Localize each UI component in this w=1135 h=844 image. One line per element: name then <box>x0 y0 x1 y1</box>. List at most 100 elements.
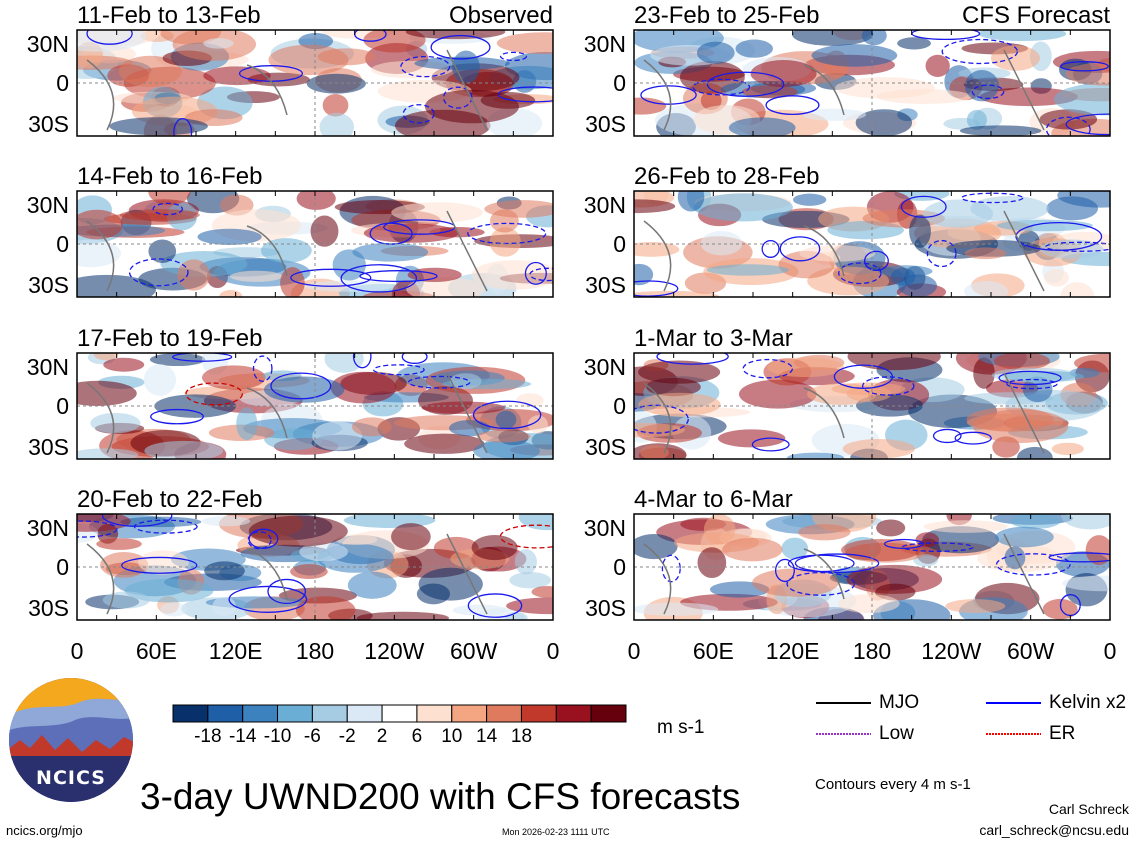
anomaly-shading <box>148 239 177 263</box>
lon-label: 120W <box>364 638 425 664</box>
anomaly-shading <box>421 401 506 415</box>
colorbar-swatch <box>242 704 279 723</box>
anomaly-shading <box>728 117 796 136</box>
anomaly-shading <box>855 109 913 136</box>
anomaly-shading <box>766 357 844 378</box>
anomaly-shading <box>296 191 336 210</box>
anomaly-shading <box>1016 446 1053 459</box>
contour-line <box>128 258 189 287</box>
legend-label: Low <box>879 723 914 744</box>
anomaly-shading <box>93 353 119 361</box>
anomaly-shading <box>406 277 485 297</box>
anomaly-shading <box>811 44 898 67</box>
contour-line <box>402 104 435 124</box>
colorbar-swatch <box>207 704 244 723</box>
panels-layer <box>76 29 1111 621</box>
legend <box>816 702 1041 735</box>
anomaly-shading <box>735 39 773 58</box>
anomaly-shading <box>527 415 548 434</box>
anomaly-shading <box>290 564 328 580</box>
anomaly-shading <box>973 357 995 389</box>
anomaly-shading <box>471 535 518 561</box>
anomaly-shading <box>640 444 669 459</box>
anomaly-shading <box>925 54 950 77</box>
colorbar-tick: -10 <box>263 726 292 747</box>
anomaly-shading <box>876 89 972 104</box>
logo-text: NCICS <box>36 767 106 789</box>
legend-label: Kelvin x2 <box>1049 692 1127 713</box>
lat-label: 0 <box>613 554 626 580</box>
anomaly-shading <box>738 379 817 409</box>
footer-url[interactable]: ncics.org/mjo <box>6 823 83 838</box>
anomaly-shading <box>219 290 243 297</box>
anomaly-shading <box>634 602 719 616</box>
lon-label: 60E <box>135 638 177 664</box>
contour-line <box>150 408 204 425</box>
contour-line <box>751 437 790 452</box>
contour-line <box>900 195 947 218</box>
anomaly-shading <box>799 245 876 262</box>
anomaly-shading <box>1046 196 1099 221</box>
panel-title: 4-Mar to 6-Mar <box>634 486 793 513</box>
anomaly-shading <box>634 423 685 438</box>
map-panel <box>633 352 1111 460</box>
contour-line <box>786 571 855 596</box>
panel-title: 20-Feb to 22-Feb <box>77 486 263 513</box>
lat-label: 30S <box>585 595 626 621</box>
anomaly-shading <box>945 599 1006 614</box>
lat-label: 30S <box>28 434 69 460</box>
anomaly-shading <box>1039 109 1098 130</box>
contour-line <box>152 202 183 216</box>
legend-label: MJO <box>879 692 920 713</box>
map-panel <box>633 190 1111 298</box>
ncics-logo: NCICS <box>9 678 133 802</box>
colorbar-swatch <box>520 704 557 723</box>
anomaly-shading <box>876 519 906 537</box>
panel-tag: CFS Forecast <box>961 2 1110 29</box>
anomaly-shading <box>143 364 177 396</box>
anomaly-shading <box>197 228 262 246</box>
colorbar-tick: 10 <box>441 726 463 747</box>
anomaly-shading <box>405 30 506 40</box>
anomaly-shading <box>1054 83 1110 116</box>
anomaly-shading <box>335 534 378 545</box>
anomaly-shading <box>923 199 994 228</box>
map-panel <box>76 190 554 298</box>
contour-line <box>883 538 924 549</box>
lon-label: 120W <box>921 638 982 664</box>
contour-line <box>765 95 820 116</box>
colorbar-swatch <box>486 704 522 723</box>
contour-line <box>400 55 451 78</box>
contour-line <box>467 593 523 618</box>
anomaly-shading <box>923 520 1008 533</box>
anomaly-shading <box>202 516 251 527</box>
anomaly-shading <box>490 209 519 233</box>
anomaly-shading <box>959 125 1042 136</box>
lon-label: 0 <box>546 638 560 664</box>
contour-line <box>774 558 795 583</box>
anomaly-shading <box>452 604 508 616</box>
lat-label: 30N <box>26 31 69 57</box>
footer-email[interactable]: carl_schreck@ncsu.edu <box>979 822 1129 838</box>
anomaly-shading <box>299 542 349 562</box>
anomaly-shading <box>700 231 743 256</box>
contour-line <box>692 78 751 96</box>
anomaly-shading <box>897 37 931 50</box>
anomaly-shading <box>842 438 915 459</box>
colorbar-swatch <box>555 704 592 723</box>
contour-line <box>971 84 1005 100</box>
anomaly-shading <box>103 357 145 372</box>
anomaly-shading <box>264 428 323 451</box>
contour-line <box>228 585 308 613</box>
anomaly-shading <box>154 394 237 418</box>
panel-title: 17-Feb to 19-Feb <box>77 325 263 352</box>
lat-label: 30N <box>26 515 69 541</box>
lat-label: 30N <box>26 192 69 218</box>
contour-line <box>926 239 957 268</box>
anomaly-shading <box>452 50 480 84</box>
lon-label: 180 <box>295 638 335 664</box>
contour-line <box>372 364 425 376</box>
anomaly-shading <box>310 215 339 247</box>
contour-line <box>634 280 679 297</box>
anomaly-shading <box>909 214 931 248</box>
